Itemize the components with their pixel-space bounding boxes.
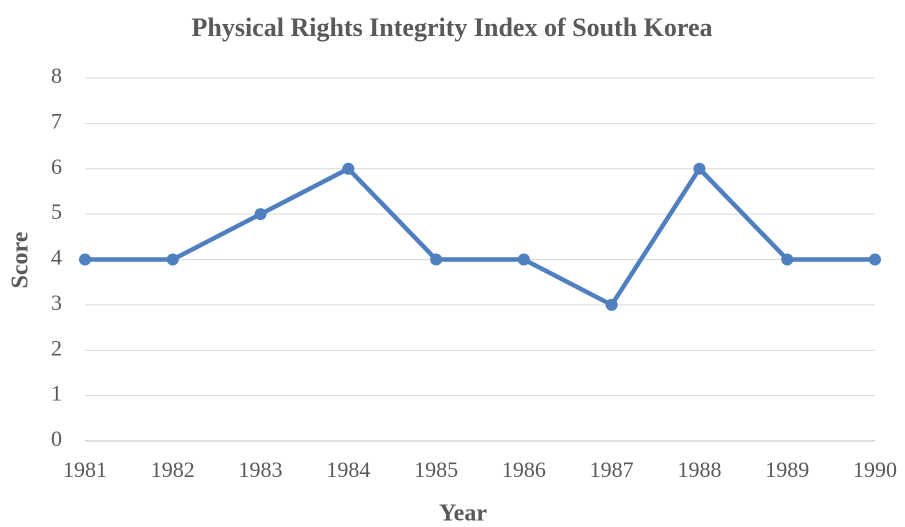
x-tick-label: 1982	[151, 457, 195, 482]
x-tick-label: 1986	[502, 457, 546, 482]
y-tick-label: 0	[51, 426, 62, 451]
x-tick-label: 1981	[63, 457, 107, 482]
y-tick-label: 7	[51, 108, 62, 133]
point	[430, 253, 443, 266]
x-tick-label: 1990	[853, 457, 897, 482]
point	[693, 162, 706, 175]
y-tick-label: 4	[51, 245, 62, 270]
point	[79, 253, 91, 266]
y-tick-label: 6	[51, 154, 62, 179]
x-tick-label: 1988	[677, 457, 721, 482]
y-tick-label: 2	[51, 335, 62, 360]
chart-title: Physical Rights Integrity Index of South…	[192, 13, 713, 42]
x-tick-label: 1983	[239, 457, 283, 482]
y-axis-title: Score	[8, 231, 34, 288]
line	[85, 166, 875, 308]
point	[254, 208, 267, 221]
y-tick-label: 3	[51, 290, 62, 315]
y-tick-label: 5	[51, 199, 62, 224]
point	[869, 253, 881, 266]
point	[342, 162, 355, 175]
x-tick-label: 1989	[765, 457, 809, 482]
y-tick-label: 1	[51, 381, 62, 406]
point	[517, 253, 530, 266]
x-tick-label: 1984	[326, 457, 370, 482]
point	[605, 298, 618, 311]
point	[781, 253, 794, 266]
y-tick-label: 8	[51, 63, 62, 88]
x-tick-label: 1985	[414, 457, 458, 482]
point	[166, 253, 179, 266]
x-axis-title: Year	[439, 501, 487, 527]
x-tick-label: 1987	[590, 457, 634, 482]
